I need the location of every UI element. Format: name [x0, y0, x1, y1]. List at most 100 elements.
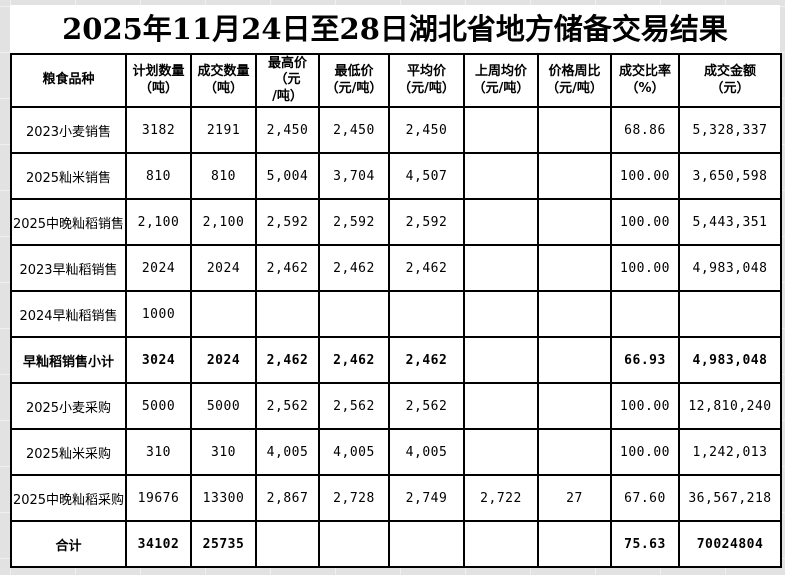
table-cell	[610, 290, 680, 338]
table-cell	[463, 336, 539, 384]
column-header: 成交比率 （%）	[610, 53, 680, 108]
table-body: 2023小麦销售 3182 2191 2,450 2,450 2,450 68.86 5,32…	[10, 106, 782, 568]
table-cell: 310	[190, 428, 257, 476]
row-label: 合计	[10, 520, 127, 568]
table-cell: 2,450	[318, 106, 390, 154]
table-cell	[537, 336, 612, 384]
column-header: 最高价 （元/吨）	[255, 53, 320, 108]
table-row: 2025中晚籼稻采购 19676 13300 2,867 2,728 2,749 2,722…	[10, 474, 782, 522]
table-cell: 4,005	[255, 428, 320, 476]
table-cell: 2191	[190, 106, 257, 154]
table-row: 2025中晚籼稻销售 2,100 2,100 2,592 2,592 2,592 100.0…	[10, 198, 782, 246]
table-cell: 1000	[125, 290, 192, 338]
table-cell: 4,005	[388, 428, 465, 476]
table-cell	[678, 290, 782, 338]
table-cell	[318, 520, 390, 568]
column-header: 成交数量 （吨）	[190, 53, 257, 108]
table-cell	[463, 106, 539, 154]
table-cell: 19676	[125, 474, 192, 522]
table-cell: 4,507	[388, 152, 465, 200]
table-cell: 810	[190, 152, 257, 200]
table-cell: 100.00	[610, 428, 680, 476]
table-cell: 2,867	[255, 474, 320, 522]
row-label: 2025小麦采购	[10, 382, 127, 430]
table-cell	[255, 290, 320, 338]
table-cell: 2,100	[125, 198, 192, 246]
row-label: 2024早籼稻销售	[10, 290, 127, 338]
table-sheet: 2025年11月24日至28日湖北省地方储备交易结果 粮食品种 计划数量 （吨） 成交…	[10, 5, 782, 568]
header-row: 粮食品种 计划数量 （吨） 成交数量 （吨） 最高价 （元/吨） 最低价 （元/吨） 平均价 （元/…	[10, 53, 782, 108]
table-cell: 25735	[190, 520, 257, 568]
table-cell: 100.00	[610, 244, 680, 292]
table-row: 2025籼米销售 810 810 5,004 3,704 4,507 100.00 3,650…	[10, 152, 782, 200]
table-cell: 13300	[190, 474, 257, 522]
row-label: 2025籼米采购	[10, 428, 127, 476]
column-header: 平均价 （元/吨）	[388, 53, 465, 108]
table-cell: 2,562	[255, 382, 320, 430]
column-header: 成交金额 （元）	[678, 53, 782, 108]
table-cell	[463, 290, 539, 338]
column-header: 上周均价 （元/吨）	[463, 53, 539, 108]
table-cell	[388, 290, 465, 338]
table-cell: 75.63	[610, 520, 680, 568]
table-cell: 2,592	[255, 198, 320, 246]
table-cell: 2,462	[318, 336, 390, 384]
table-cell: 2024	[190, 336, 257, 384]
table-cell	[463, 382, 539, 430]
row-label: 2025籼米销售	[10, 152, 127, 200]
table-cell: 2,592	[318, 198, 390, 246]
page-title: 2025年11月24日至28日湖北省地方储备交易结果	[62, 12, 728, 46]
table-cell: 70024804	[678, 520, 782, 568]
table-cell: 5,328,337	[678, 106, 782, 154]
table-cell: 3024	[125, 336, 192, 384]
table-cell	[255, 520, 320, 568]
table-cell: 310	[125, 428, 192, 476]
table-row: 早籼稻销售小计 3024 2024 2,462 2,462 2,462 66.93 4,983…	[10, 336, 782, 384]
table-cell	[388, 520, 465, 568]
table-cell: 2,450	[255, 106, 320, 154]
table-cell	[537, 290, 612, 338]
table-cell: 2,462	[388, 336, 465, 384]
table-cell: 2,722	[463, 474, 539, 522]
table-cell: 2,450	[388, 106, 465, 154]
table-row: 2023小麦销售 3182 2191 2,450 2,450 2,450 68.86 5,32…	[10, 106, 782, 154]
table-cell: 12,810,240	[678, 382, 782, 430]
row-label: 2025中晚籼稻销售	[10, 198, 127, 246]
table-cell: 100.00	[610, 152, 680, 200]
table-cell	[537, 428, 612, 476]
row-label: 2023小麦销售	[10, 106, 127, 154]
table-cell: 810	[125, 152, 192, 200]
table-cell: 67.60	[610, 474, 680, 522]
table-row: 2025小麦采购 5000 5000 2,562 2,562 2,562 100.00 12,…	[10, 382, 782, 430]
column-header: 计划数量 （吨）	[125, 53, 192, 108]
table-cell	[190, 290, 257, 338]
table-cell: 34102	[125, 520, 192, 568]
table-cell: 2,749	[388, 474, 465, 522]
table-cell	[463, 520, 539, 568]
table-cell: 5,443,351	[678, 198, 782, 246]
table-cell: 2,592	[388, 198, 465, 246]
table-cell	[318, 290, 390, 338]
table-cell: 5000	[190, 382, 257, 430]
table-row: 2023早籼稻销售 2024 2024 2,462 2,462 2,462 100.00 4,…	[10, 244, 782, 292]
table-cell: 36,567,218	[678, 474, 782, 522]
table-cell: 100.00	[610, 198, 680, 246]
table-cell: 68.86	[610, 106, 680, 154]
table-cell: 2024	[125, 244, 192, 292]
row-label: 早籼稻销售小计	[10, 336, 127, 384]
table-cell: 2024	[190, 244, 257, 292]
table-cell	[537, 382, 612, 430]
table-cell: 1,242,013	[678, 428, 782, 476]
row-label: 2023早籼稻销售	[10, 244, 127, 292]
table-cell	[537, 244, 612, 292]
table-cell: 2,728	[318, 474, 390, 522]
table-cell: 4,005	[318, 428, 390, 476]
table-cell	[537, 520, 612, 568]
table-cell: 3182	[125, 106, 192, 154]
table-cell: 5,004	[255, 152, 320, 200]
table-cell: 3,650,598	[678, 152, 782, 200]
table-cell: 66.93	[610, 336, 680, 384]
column-header: 价格周比 （元/吨）	[537, 53, 612, 108]
table-cell: 2,462	[255, 336, 320, 384]
table-cell: 3,704	[318, 152, 390, 200]
